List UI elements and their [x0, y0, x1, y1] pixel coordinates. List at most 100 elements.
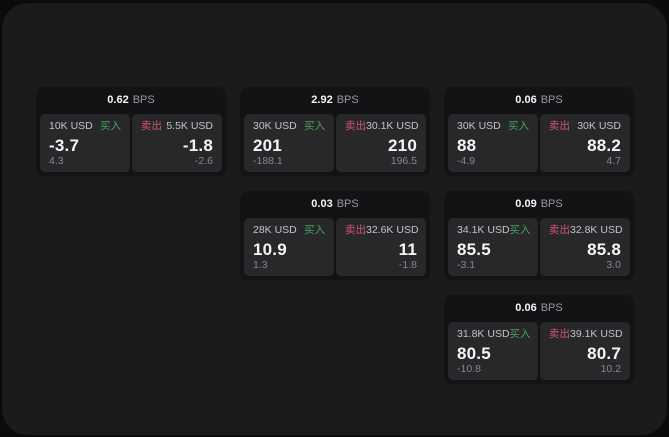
bps-header: 0.09 BPS	[444, 191, 634, 215]
quote-panels: 34.1K USD 买入 85.5 -3.1 卖出 32.8K USD 85.8…	[444, 215, 634, 280]
sell-side-label: 卖出	[141, 120, 162, 132]
bps-value: 0.06	[515, 302, 537, 314]
sell-price: 11	[398, 239, 417, 259]
buy-notional: 31.8K USD	[457, 328, 510, 340]
bps-header: 0.06 BPS	[444, 87, 634, 111]
quotes-grid: 0.62 BPS 10K USD 买入 -3.7 4.3 卖出 5.5K USD…	[36, 87, 634, 384]
buy-panel-top: 30K USD 买入	[457, 121, 529, 132]
sell-side-label: 卖出	[549, 120, 570, 132]
sell-panel[interactable]: 卖出 30K USD 88.2 4.7	[540, 114, 630, 172]
buy-sub-value: -188.1	[253, 154, 283, 167]
buy-panel-top: 34.1K USD 买入	[457, 224, 531, 236]
sell-price: 88.2	[587, 135, 621, 155]
sell-side-label: 卖出	[345, 224, 366, 236]
bps-value: 0.09	[515, 198, 537, 210]
bps-header: 0.03 BPS	[240, 191, 430, 215]
buy-price: 201	[253, 135, 282, 155]
sell-sub-value: -2.6	[194, 154, 213, 167]
buy-panel[interactable]: 30K USD 买入 201 -188.1	[244, 114, 334, 172]
quote-card[interactable]: 0.03 BPS 28K USD 买入 10.9 1.3 卖出 32.6K US…	[240, 191, 430, 280]
sell-side-label: 卖出	[345, 120, 366, 132]
buy-price: 88	[457, 135, 477, 155]
quote-panels: 28K USD 买入 10.9 1.3 卖出 32.6K USD 11 -1.8	[240, 215, 430, 280]
sell-notional: 32.6K USD	[366, 224, 419, 236]
sell-price: 80.7	[587, 343, 621, 363]
quote-panels: 30K USD 买入 201 -188.1 卖出 30.1K USD 210 1…	[240, 111, 430, 176]
sell-side-label: 卖出	[549, 328, 570, 340]
sell-side-label: 卖出	[549, 224, 570, 236]
bps-unit-label: BPS	[540, 302, 563, 314]
bps-header: 2.92 BPS	[240, 87, 430, 111]
buy-price: 80.5	[457, 343, 491, 363]
buy-panel[interactable]: 28K USD 买入 10.9 1.3	[244, 218, 334, 276]
sell-sub-value: 4.7	[606, 154, 621, 167]
buy-side-label: 买入	[508, 120, 529, 132]
buy-panel-top: 30K USD 买入	[253, 121, 325, 132]
buy-side-label: 买入	[304, 224, 325, 236]
quote-panels: 31.8K USD 买入 80.5 -10.8 卖出 39.1K USD 80.…	[444, 319, 634, 384]
sell-sub-value: 196.5	[390, 154, 417, 167]
buy-notional: 28K USD	[253, 224, 297, 236]
quote-card[interactable]: 0.09 BPS 34.1K USD 买入 85.5 -3.1 卖出 32.8K…	[444, 191, 634, 280]
sell-sub-value: -1.8	[398, 258, 417, 271]
bps-value: 0.06	[515, 94, 537, 106]
buy-sub-value: 1.3	[253, 258, 268, 271]
buy-notional: 30K USD	[253, 120, 297, 132]
buy-price: 10.9	[253, 239, 287, 259]
sell-panel[interactable]: 卖出 32.8K USD 85.8 3.0	[540, 218, 630, 276]
bps-unit-label: BPS	[132, 94, 155, 106]
sell-panel-top: 卖出 32.8K USD	[549, 224, 623, 236]
app-window: 0.62 BPS 10K USD 买入 -3.7 4.3 卖出 5.5K USD…	[2, 3, 667, 435]
buy-sub-value: 4.3	[49, 154, 64, 167]
buy-notional: 10K USD	[49, 120, 93, 132]
bps-unit-label: BPS	[336, 198, 359, 210]
bps-value: 2.92	[311, 94, 333, 106]
sell-notional: 5.5K USD	[166, 120, 213, 132]
sell-sub-value: 10.2	[600, 362, 621, 375]
quote-panels: 30K USD 买入 88 -4.9 卖出 30K USD 88.2 4.7	[444, 111, 634, 176]
buy-side-label: 买入	[509, 328, 531, 340]
sell-panel-top: 卖出 5.5K USD	[141, 121, 213, 132]
buy-panel[interactable]: 10K USD 买入 -3.7 4.3	[40, 114, 130, 172]
sell-panel-top: 卖出 39.1K USD	[549, 328, 623, 340]
quote-card[interactable]: 0.06 BPS 31.8K USD 买入 80.5 -10.8 卖出 39.1…	[444, 295, 634, 384]
sell-notional: 30.1K USD	[366, 120, 419, 132]
sell-price: -1.8	[182, 135, 213, 155]
buy-side-label: 买入	[509, 224, 531, 236]
buy-panel-top: 28K USD 买入	[253, 225, 325, 236]
sell-panel[interactable]: 卖出 32.6K USD 11 -1.8	[336, 218, 426, 276]
bps-unit-label: BPS	[336, 94, 359, 106]
sell-panel-top: 卖出 30K USD	[549, 121, 621, 132]
buy-side-label: 买入	[100, 120, 121, 132]
bps-header: 0.62 BPS	[36, 87, 226, 111]
quote-card[interactable]: 0.06 BPS 30K USD 买入 88 -4.9 卖出 30K USD 8…	[444, 87, 634, 176]
buy-panel[interactable]: 30K USD 买入 88 -4.9	[448, 114, 538, 172]
buy-sub-value: -4.9	[457, 154, 476, 167]
bps-value: 0.62	[107, 94, 129, 106]
sell-price: 210	[388, 135, 417, 155]
bps-header: 0.06 BPS	[444, 295, 634, 319]
buy-price: 85.5	[457, 239, 491, 259]
buy-panel[interactable]: 34.1K USD 买入 85.5 -3.1	[448, 218, 538, 276]
sell-panel[interactable]: 卖出 30.1K USD 210 196.5	[336, 114, 426, 172]
sell-notional: 32.8K USD	[570, 224, 623, 236]
buy-notional: 30K USD	[457, 120, 501, 132]
sell-panel[interactable]: 卖出 5.5K USD -1.8 -2.6	[132, 114, 222, 172]
quote-card[interactable]: 0.62 BPS 10K USD 买入 -3.7 4.3 卖出 5.5K USD…	[36, 87, 226, 176]
quote-panels: 10K USD 买入 -3.7 4.3 卖出 5.5K USD -1.8 -2.…	[36, 111, 226, 176]
sell-sub-value: 3.0	[606, 258, 621, 271]
bps-unit-label: BPS	[540, 94, 563, 106]
quote-card[interactable]: 2.92 BPS 30K USD 买入 201 -188.1 卖出 30.1K …	[240, 87, 430, 176]
sell-panel-top: 卖出 30.1K USD	[345, 120, 419, 132]
buy-side-label: 买入	[304, 120, 325, 132]
bps-value: 0.03	[311, 198, 333, 210]
buy-sub-value: -3.1	[457, 258, 476, 271]
buy-notional: 34.1K USD	[457, 224, 510, 236]
buy-sub-value: -10.8	[457, 362, 481, 375]
bps-unit-label: BPS	[540, 198, 563, 210]
sell-notional: 30K USD	[577, 120, 621, 132]
sell-panel[interactable]: 卖出 39.1K USD 80.7 10.2	[540, 322, 630, 380]
buy-panel[interactable]: 31.8K USD 买入 80.5 -10.8	[448, 322, 538, 380]
buy-price: -3.7	[49, 135, 80, 155]
sell-price: 85.8	[587, 239, 621, 259]
